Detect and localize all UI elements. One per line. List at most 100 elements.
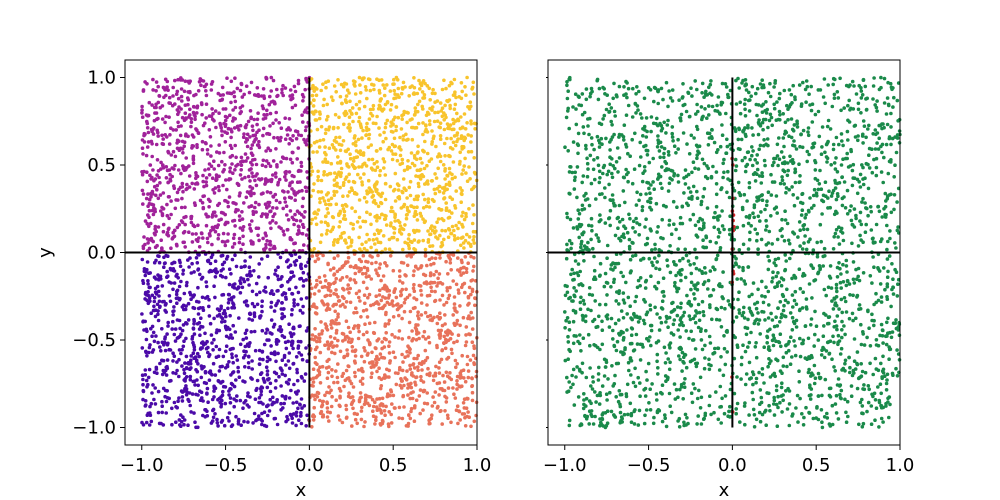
scatter-point: [402, 202, 407, 207]
scatter-point: [755, 167, 760, 172]
scatter-point: [266, 179, 270, 183]
scatter-point: [240, 285, 245, 290]
scatter-point: [742, 404, 747, 408]
scatter-point: [227, 336, 231, 340]
scatter-point: [155, 183, 160, 188]
scatter-point: [382, 166, 386, 170]
scatter-point: [467, 301, 471, 306]
scatter-point: [425, 303, 429, 307]
scatter-point: [201, 79, 206, 83]
scatter-point: [432, 315, 436, 320]
scatter-point: [781, 112, 785, 116]
scatter-point: [321, 138, 326, 142]
scatter-point: [231, 360, 235, 365]
scatter-point: [300, 113, 304, 117]
scatter-point: [408, 179, 413, 184]
scatter-point: [378, 147, 383, 151]
scatter-point: [760, 372, 765, 377]
scatter-point: [336, 414, 341, 418]
scatter-point: [805, 149, 810, 154]
scatter-point: [189, 354, 193, 358]
scatter-point: [196, 267, 201, 271]
scatter-point: [197, 245, 202, 249]
scatter-point: [316, 208, 321, 212]
scatter-point: [460, 172, 464, 176]
scatter-point: [448, 257, 453, 262]
scatter-point: [253, 178, 257, 183]
scatter-point: [229, 135, 233, 140]
scatter-point: [257, 145, 262, 150]
scatter-point: [165, 358, 170, 362]
scatter-point: [822, 415, 827, 419]
scatter-point: [353, 411, 357, 416]
scatter-point: [380, 396, 385, 401]
scatter-point: [299, 164, 304, 168]
scatter-point: [430, 129, 434, 133]
scatter-point: [328, 293, 333, 298]
scatter-point: [296, 81, 301, 86]
scatter-point: [869, 209, 873, 214]
y-tick-label: 1.0: [87, 68, 116, 89]
scatter-point: [618, 220, 622, 224]
scatter-point: [284, 419, 288, 424]
scatter-point: [181, 231, 186, 235]
scatter-point: [143, 373, 148, 377]
scatter-point: [162, 299, 166, 304]
scatter-point: [182, 367, 186, 372]
scatter-point: [409, 204, 413, 208]
scatter-point: [618, 420, 622, 425]
scatter-point: [464, 333, 468, 337]
scatter-point: [463, 415, 467, 420]
scatter-point: [293, 103, 298, 108]
scatter-point: [435, 321, 440, 326]
scatter-point: [316, 391, 321, 396]
scatter-point: [165, 168, 170, 173]
scatter-point: [286, 190, 290, 194]
scatter-point: [226, 204, 231, 209]
scatter-point: [196, 239, 200, 243]
scatter-point: [433, 373, 438, 378]
scatter-point: [241, 337, 245, 342]
scatter-point: [569, 246, 573, 251]
scatter-point: [166, 320, 170, 325]
scatter-point: [311, 380, 316, 384]
scatter-point: [423, 197, 427, 202]
scatter-point: [314, 305, 319, 310]
scatter-point: [372, 198, 377, 203]
scatter-point: [318, 398, 322, 403]
scatter-point: [201, 306, 205, 310]
scatter-point: [802, 415, 806, 420]
scatter-point: [140, 104, 144, 109]
scatter-point: [285, 414, 289, 419]
scatter-point: [429, 285, 433, 290]
scatter-point: [343, 149, 348, 153]
scatter-point: [416, 314, 420, 318]
scatter-point: [766, 190, 771, 194]
scatter-point: [289, 312, 294, 317]
scatter-point: [595, 393, 600, 398]
scatter-point: [149, 191, 153, 196]
scatter-point: [396, 93, 400, 97]
scatter-point: [385, 83, 389, 87]
scatter-point: [820, 425, 825, 430]
scatter-point: [210, 117, 215, 122]
scatter-point: [227, 91, 232, 95]
scatter-point: [805, 84, 810, 89]
scatter-point: [423, 310, 428, 315]
scatter-point: [164, 411, 168, 415]
scatter-point: [796, 235, 800, 239]
scatter-point: [265, 190, 270, 194]
scatter-point: [579, 295, 583, 300]
scatter-point: [233, 330, 238, 334]
scatter-point: [272, 322, 277, 327]
scatter-point: [446, 272, 450, 276]
scatter-point: [721, 373, 726, 378]
scatter-point: [569, 385, 573, 390]
scatter-point: [223, 240, 227, 244]
scatter-point: [437, 272, 442, 276]
y-tick-label: 0.0: [87, 243, 116, 264]
scatter-point: [299, 169, 303, 173]
scatter-point: [457, 409, 462, 414]
scatter-point: [272, 370, 277, 375]
scatter-point: [255, 302, 260, 307]
